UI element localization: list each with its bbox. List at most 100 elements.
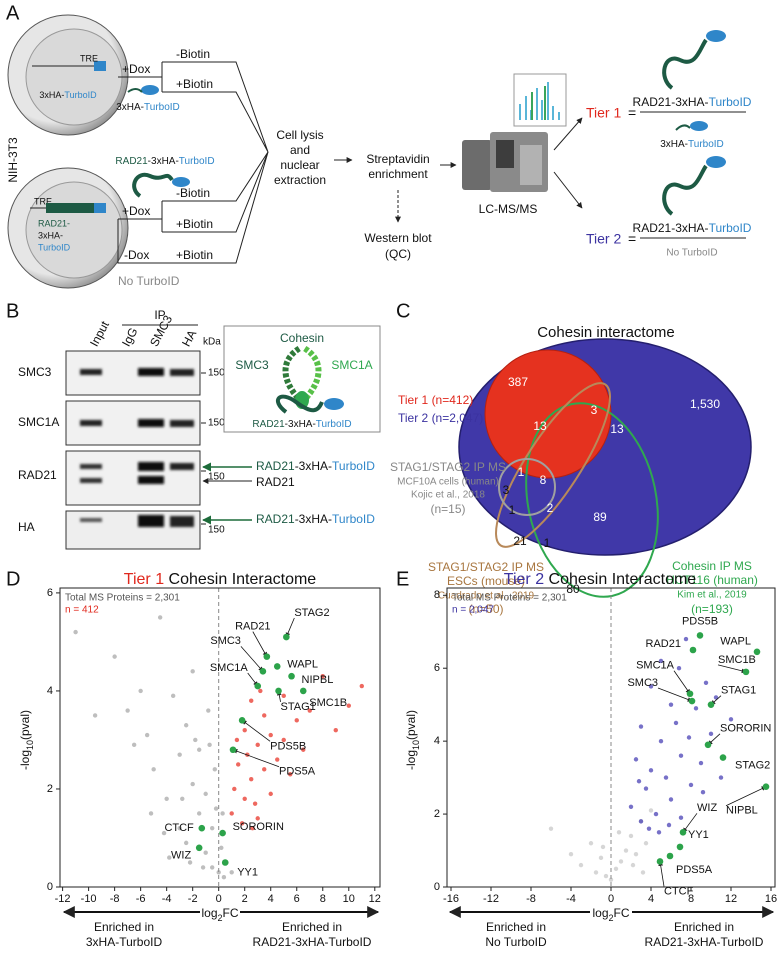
- set-label: Cohesin IP MS: [672, 559, 752, 573]
- point: [209, 825, 215, 831]
- point: [623, 848, 629, 853]
- condition: +Biotin: [176, 77, 213, 91]
- x-tick-label: -12: [55, 893, 71, 905]
- point: [203, 850, 208, 855]
- point-label: CTCF: [664, 885, 694, 897]
- leader-line: [252, 631, 268, 658]
- highlight-point: [275, 687, 282, 695]
- highlight-point: [686, 690, 694, 698]
- label-part: 10: [411, 740, 421, 750]
- highlight-point: [195, 844, 203, 852]
- highlight-point: [254, 682, 262, 690]
- rad21: [662, 164, 708, 216]
- protein-part: RAD21: [252, 419, 285, 430]
- construct: 3xHA-TurboID: [39, 90, 97, 100]
- point: [125, 708, 130, 713]
- panel-a: A NIH-3T3 TRE 3xHA-TurboID +Dox -Biotin …: [6, 2, 752, 289]
- point: [196, 811, 202, 816]
- condition: +Biotin: [176, 217, 213, 231]
- highlight-point: [704, 741, 712, 749]
- leader-line: [241, 720, 271, 742]
- highlight-point: [696, 632, 704, 639]
- protein-part: RAD21: [115, 156, 148, 167]
- point: [206, 708, 211, 713]
- tier-label: Tier 2: [586, 231, 621, 247]
- point: [73, 629, 78, 635]
- point: [200, 865, 206, 870]
- leader-line: [657, 687, 693, 702]
- protein-part: -3xHA-: [295, 459, 332, 473]
- point-label: SMC1A: [636, 660, 675, 672]
- band: [80, 518, 102, 522]
- point: [157, 615, 163, 620]
- point: [598, 855, 604, 861]
- point: [209, 865, 215, 870]
- point: [728, 717, 734, 722]
- branch: [118, 61, 269, 153]
- region-count: 2: [547, 501, 554, 515]
- point: [630, 862, 636, 868]
- point: [698, 760, 704, 766]
- x-tick-label: 2: [242, 893, 248, 905]
- label-part: (pval): [404, 710, 418, 740]
- point: [643, 786, 649, 791]
- label-part: 2: [218, 913, 223, 923]
- point: [658, 738, 664, 744]
- y-tick-label: 8: [434, 589, 440, 601]
- row-label: HA: [18, 520, 35, 534]
- set-label: STAG1/STAG2 IP MS: [428, 560, 544, 574]
- band-label: RAD21: [256, 475, 295, 489]
- direction-label: RAD21-3xHA-TurboID: [253, 935, 372, 949]
- inset-label: SMC3: [235, 358, 269, 372]
- protein-part: -3xHA-: [148, 156, 179, 167]
- condition: +Biotin: [176, 248, 213, 262]
- point: [213, 806, 219, 811]
- point: [294, 718, 299, 723]
- y-tick-label: 0: [434, 881, 440, 893]
- point: [262, 767, 267, 772]
- point-label: WAPL: [720, 636, 751, 648]
- rad21: [132, 172, 174, 198]
- point: [678, 753, 684, 758]
- band-label: RAD21-3xHA-TurboID: [256, 459, 375, 473]
- point: [212, 767, 217, 772]
- point: [151, 767, 156, 772]
- point: [268, 732, 273, 738]
- gene: [94, 61, 106, 71]
- set-label: (n=50): [468, 602, 503, 616]
- ip-label: IP: [154, 308, 165, 322]
- protein: 3xHA-TurboID: [116, 102, 180, 113]
- cell-line: NIH-3T3: [6, 137, 20, 183]
- bands: [80, 368, 194, 527]
- highlight-point: [676, 843, 684, 851]
- point: [301, 747, 306, 752]
- x-tick-label: -16: [443, 893, 459, 905]
- point: [648, 768, 654, 773]
- highlight-point: [198, 824, 206, 832]
- protein-tag: TurboID: [144, 102, 180, 113]
- n-label: n = 412: [65, 605, 99, 616]
- protein-part: -3xHA-: [285, 419, 316, 430]
- highlight-point: [742, 668, 750, 676]
- protein: No TurboID: [118, 274, 180, 288]
- y-tick-label: 2: [434, 808, 440, 820]
- point-label: SMC3: [210, 635, 241, 647]
- inset-label: RAD21-3xHA-TurboID: [252, 419, 351, 430]
- point: [229, 870, 234, 875]
- point: [668, 797, 674, 802]
- protein-part: 3xHA-: [116, 102, 144, 113]
- point: [640, 870, 646, 875]
- label-part: (pval): [18, 710, 32, 740]
- x-tick-label: -12: [483, 893, 499, 905]
- gene: [46, 203, 94, 213]
- point: [628, 804, 634, 809]
- band: [80, 478, 102, 483]
- band: [138, 476, 164, 484]
- panel-b: B IP Input IgG SMC3 HA kDa SMC3 SMC1A RA…: [6, 300, 381, 550]
- x-tick-label: -10: [81, 893, 97, 905]
- point: [183, 723, 189, 728]
- point-label: NIPBL: [726, 805, 758, 817]
- step: LC-MS/MS: [479, 202, 538, 216]
- panel-letter: A: [6, 2, 20, 24]
- band: [138, 462, 164, 471]
